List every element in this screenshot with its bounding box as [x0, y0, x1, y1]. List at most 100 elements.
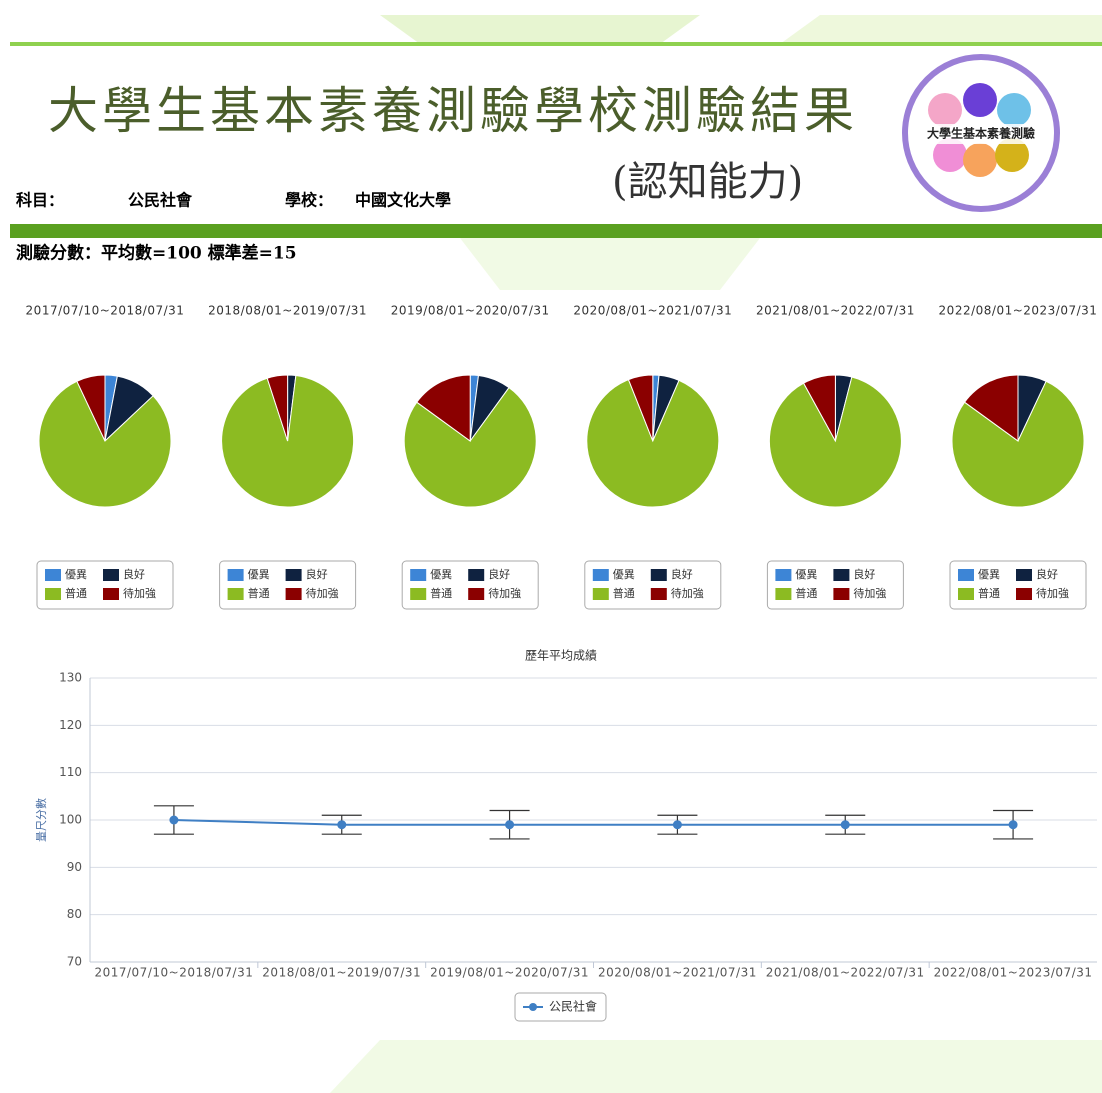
- pie-slice: [586, 378, 720, 508]
- legend-swatch: [650, 588, 667, 600]
- legend-marker: [529, 1003, 537, 1011]
- logo-text: 大學生基本素養測驗: [927, 126, 1035, 141]
- legend-swatch: [227, 588, 244, 600]
- pie-legend-box: [949, 560, 1087, 610]
- pie-legend-box: [401, 560, 539, 610]
- subject-label: 科目：: [16, 191, 64, 210]
- y-tick-label: 130: [59, 671, 82, 685]
- legend-label: 良好: [853, 567, 875, 581]
- page-subtitle: (認知能力): [612, 159, 803, 205]
- legend-swatch: [285, 588, 302, 600]
- legend-label: 普通: [65, 586, 87, 600]
- pie-title: 2021/08/01~2022/07/31: [756, 304, 915, 318]
- pie-slice: [416, 374, 471, 442]
- legend-swatch: [958, 569, 974, 581]
- legend-swatch: [468, 569, 485, 581]
- legend-box: [514, 992, 607, 1022]
- legend-label: 良好: [306, 567, 328, 581]
- subject: 公民社會: [128, 191, 193, 210]
- pie-title: 2022/08/01~2023/07/31: [939, 304, 1098, 318]
- legend-label: 待加強: [671, 586, 704, 600]
- legend-label: 普通: [613, 586, 635, 600]
- legend-label: 優異: [65, 568, 87, 581]
- pie-legend-box: [584, 560, 722, 610]
- logo: 大學生基本素養測驗: [902, 54, 1060, 212]
- pie-legend-box: [219, 560, 357, 610]
- page-title: 大學生基本素養測驗學校測驗結果: [48, 82, 858, 140]
- score-note: 測驗分數：平均數=100 標準差=15: [16, 243, 297, 264]
- school: 中國文化大學: [355, 191, 451, 210]
- series-line: [173, 819, 1014, 826]
- legend-label: 普通: [978, 586, 1000, 600]
- y-tick-label: 100: [59, 813, 82, 827]
- pie-slice: [627, 374, 654, 442]
- legend-swatch: [227, 569, 244, 581]
- pie-slice: [76, 374, 106, 442]
- legend-label: 優異: [978, 568, 1000, 581]
- pie-title: 2017/07/10~2018/07/31: [26, 304, 185, 318]
- legend-swatch: [410, 588, 427, 600]
- legend-label: 待加強: [1036, 586, 1069, 600]
- y-tick-label: 90: [67, 860, 82, 874]
- y-tick-label: 120: [59, 718, 82, 732]
- top-rule: [10, 42, 1102, 46]
- x-tick-label: 2020/08/01~2021/07/31: [598, 966, 757, 980]
- legend-label: 優異: [613, 568, 635, 581]
- data-point: [337, 820, 347, 830]
- legend-swatch: [45, 588, 61, 600]
- data-point: [1008, 820, 1018, 830]
- legend-swatch: [285, 569, 302, 581]
- pie-slice: [38, 380, 172, 508]
- header-bar: [10, 224, 1102, 238]
- legend-swatch: [103, 588, 119, 600]
- legend-label: 優異: [430, 568, 452, 581]
- legend-swatch: [103, 569, 119, 581]
- pie-slice: [266, 374, 289, 442]
- legend-swatch: [592, 569, 609, 581]
- legend-label: 待加強: [123, 586, 156, 600]
- legend-label: 良好: [671, 567, 693, 581]
- legend-label: 公民社會: [549, 999, 597, 1014]
- legend-swatch: [1016, 569, 1032, 581]
- legend-swatch: [592, 588, 609, 600]
- legend-label: 普通: [795, 586, 817, 600]
- data-point: [672, 820, 682, 830]
- pie-slice: [802, 374, 836, 442]
- pie-title: 2019/08/01~2020/07/31: [391, 304, 550, 318]
- legend-label: 良好: [1036, 567, 1058, 581]
- legend-swatch: [410, 569, 427, 581]
- pie-legend-box: [36, 560, 174, 610]
- legend-swatch: [45, 569, 61, 581]
- x-tick-label: 2019/08/01~2020/07/31: [430, 966, 589, 980]
- pie-title: 2018/08/01~2019/07/31: [208, 304, 367, 318]
- legend-label: 待加強: [306, 586, 339, 600]
- y-tick-label: 80: [67, 907, 82, 921]
- pie-slice: [951, 380, 1085, 508]
- x-tick-label: 2017/07/10~2018/07/31: [94, 966, 253, 980]
- pie-slice: [221, 374, 355, 508]
- legend-label: 待加強: [853, 586, 886, 600]
- x-tick-label: 2022/08/01~2023/07/31: [934, 966, 1093, 980]
- legend-swatch: [958, 588, 974, 600]
- legend-swatch: [1016, 588, 1032, 600]
- y-axis-label: 量尺分數: [35, 798, 48, 842]
- pie-legend-box: [766, 560, 904, 610]
- legend-label: 優異: [248, 568, 270, 581]
- legend-label: 優異: [795, 568, 817, 581]
- legend-label: 普通: [430, 586, 452, 600]
- legend-swatch: [833, 569, 850, 581]
- legend-label: 普通: [248, 586, 270, 600]
- background-decor: [330, 15, 1102, 1093]
- legend-label: 良好: [123, 567, 145, 581]
- data-point: [505, 820, 515, 830]
- legend-label: 良好: [488, 567, 510, 581]
- legend-label: 待加強: [488, 586, 521, 600]
- x-tick-label: 2018/08/01~2019/07/31: [262, 966, 421, 980]
- legend-swatch: [468, 588, 485, 600]
- school-label: 學校：: [285, 191, 333, 210]
- data-point: [169, 815, 179, 825]
- chart-title: 歷年平均成績: [525, 649, 597, 663]
- x-tick-label: 2021/08/01~2022/07/31: [766, 966, 925, 980]
- legend-swatch: [833, 588, 850, 600]
